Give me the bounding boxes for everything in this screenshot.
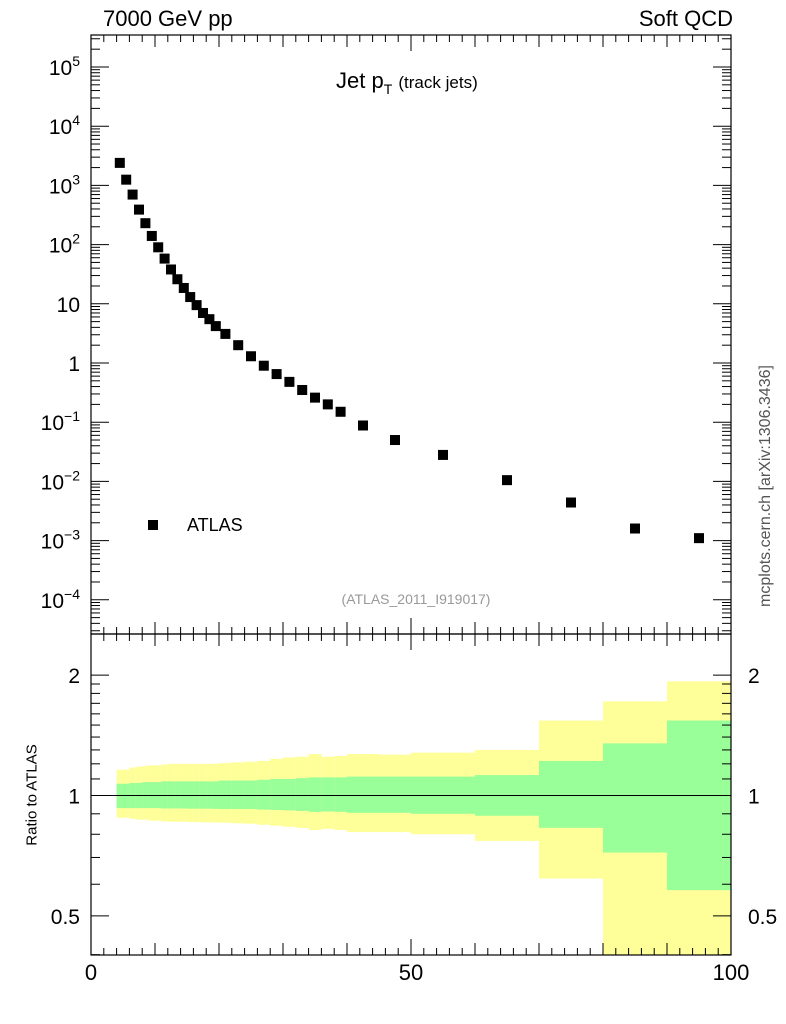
analysis-label: (ATLAS_2011_I919017) xyxy=(341,591,491,607)
inner-band-27 xyxy=(379,776,411,813)
data-point-18 xyxy=(246,351,256,362)
inner-band-17 xyxy=(231,780,245,810)
inner-band-25 xyxy=(334,777,347,812)
y-tick-label: 1 xyxy=(68,353,80,376)
ratio-y-label-right: 1 xyxy=(748,786,760,809)
data-point-16 xyxy=(220,328,231,339)
inner-band-22 xyxy=(295,778,309,811)
data-point-22 xyxy=(297,384,308,395)
data-point-11 xyxy=(185,292,196,303)
inner-band-9 xyxy=(174,781,181,809)
y-tick-label: 10−2 xyxy=(41,467,81,494)
ratio-y-label-right: 2 xyxy=(748,665,760,688)
legend-marker xyxy=(148,520,158,530)
data-point-12 xyxy=(191,300,202,311)
ratio-y-label-left: 2 xyxy=(68,665,80,688)
data-point-23 xyxy=(310,392,320,403)
data-point-10 xyxy=(178,282,189,293)
data-point-26 xyxy=(358,420,368,431)
ratio-panel: 0 50 100 0.5 0.5 1 1 2 2 xyxy=(51,633,777,985)
inner-band-8 xyxy=(167,781,175,809)
y-tick-label: 10−3 xyxy=(41,527,81,554)
y-tick-label: 105 xyxy=(49,53,80,80)
x-tick-label-100: 100 xyxy=(713,960,750,985)
inner-band-12 xyxy=(193,781,200,809)
x-tick-label-50: 50 xyxy=(399,960,423,985)
inner-band-24 xyxy=(321,777,335,812)
data-point-20 xyxy=(271,369,282,380)
inner-band-21 xyxy=(283,778,296,811)
data-point-2 xyxy=(127,189,138,200)
data-point-24 xyxy=(322,399,333,410)
data-point-4 xyxy=(140,218,151,229)
data-point-6 xyxy=(153,242,164,253)
data-point-30 xyxy=(566,497,576,508)
data-point-32 xyxy=(694,533,704,544)
main-frame xyxy=(90,34,732,635)
ratio-y-label-left: 1 xyxy=(68,786,80,809)
ratio-y-label-right: 0.5 xyxy=(748,906,777,929)
ratio-y-label-left: 0.5 xyxy=(51,906,80,929)
data-point-3 xyxy=(134,204,144,215)
y-tick-label: 102 xyxy=(49,231,80,258)
y-tick-label: 10 xyxy=(57,294,80,317)
data-point-1 xyxy=(121,174,132,185)
process-label: Soft QCD xyxy=(638,6,733,31)
y-tick-label: 10−4 xyxy=(41,586,81,613)
data-point-25 xyxy=(335,406,346,417)
inner-band-23 xyxy=(308,777,322,812)
inner-band-19 xyxy=(257,779,271,810)
ratio-axis-label: Ratio to ATLAS xyxy=(23,744,41,846)
data-point-21 xyxy=(284,376,295,387)
data-point-9 xyxy=(172,274,183,285)
data-point-19 xyxy=(258,360,269,371)
legend-label: ATLAS xyxy=(187,515,243,535)
data-point-15 xyxy=(210,321,221,332)
x-tick-label-0: 0 xyxy=(85,960,97,985)
data-point-13 xyxy=(198,307,208,318)
data-point-31 xyxy=(630,523,640,534)
inner-band-30 xyxy=(539,760,603,828)
inner-band-32 xyxy=(667,720,731,891)
inner-band-7 xyxy=(161,781,168,809)
data-point-5 xyxy=(146,230,157,241)
inner-band-18 xyxy=(244,780,258,810)
inner-band-26 xyxy=(347,776,379,813)
data-point-7 xyxy=(159,253,170,264)
inner-band-10 xyxy=(180,781,187,809)
energy-label: 7000 GeV pp xyxy=(103,6,233,31)
main-panel: 10−4 10−3 10−2 10−1 1 10 102 103 104 105 xyxy=(41,34,732,635)
inner-band-31 xyxy=(603,743,667,853)
inner-band-11 xyxy=(187,781,194,809)
data-point-28 xyxy=(438,449,448,460)
inner-band-14 xyxy=(206,781,213,809)
y-tick-label: 104 xyxy=(49,112,80,139)
inner-band-16 xyxy=(219,780,232,810)
inner-band-13 xyxy=(199,781,207,809)
data-point-27 xyxy=(390,435,400,446)
y-tick-label: 10−1 xyxy=(41,408,81,435)
data-point-29 xyxy=(502,475,512,486)
chart-title: Jet pT (track jets) xyxy=(336,68,478,97)
data-point-17 xyxy=(233,340,244,351)
y-tick-label: 103 xyxy=(49,171,80,198)
data-point-8 xyxy=(166,264,176,275)
data-point-0 xyxy=(114,157,125,168)
inner-band-20 xyxy=(270,778,283,810)
data-point-14 xyxy=(204,314,215,325)
